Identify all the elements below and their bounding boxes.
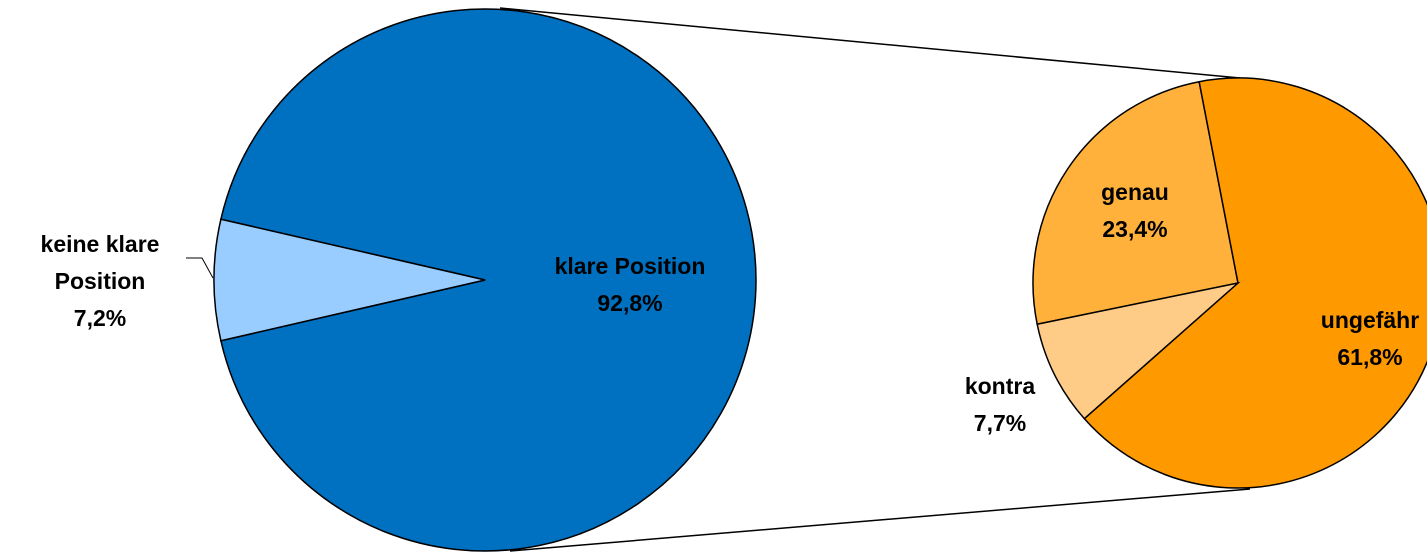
- label-line: 7,2%: [73, 305, 127, 331]
- label-line: kontra: [964, 373, 1036, 399]
- label-line: 92,8%: [597, 290, 663, 316]
- label-line: 23,4%: [1102, 216, 1168, 242]
- slice-label: ungefähr 61,8%: [1290, 302, 1427, 376]
- pie-slice: [220, 8, 757, 552]
- pie-slice: [1032, 80, 1239, 326]
- pie-slice: [213, 218, 486, 342]
- leader-line: [186, 257, 214, 279]
- label-line: 61,8%: [1337, 344, 1403, 370]
- label-line: ungefähr: [1320, 307, 1420, 333]
- pie-slice: [1083, 77, 1427, 489]
- slice-label: klare Position 92,8%: [500, 248, 760, 322]
- connector-line: [509, 488, 1251, 552]
- label-line: 7,7%: [973, 410, 1027, 436]
- pie-slice: [1036, 281, 1241, 420]
- slice-label: genau 23,4%: [1055, 174, 1215, 248]
- slice-label: keine klare Position 7,2%: [5, 226, 195, 337]
- label-line: keine klare Position: [40, 231, 160, 294]
- slice-label: kontra 7,7%: [920, 368, 1080, 442]
- connector-line: [499, 7, 1241, 79]
- label-line: klare Position: [554, 253, 706, 279]
- label-line: genau: [1101, 179, 1169, 205]
